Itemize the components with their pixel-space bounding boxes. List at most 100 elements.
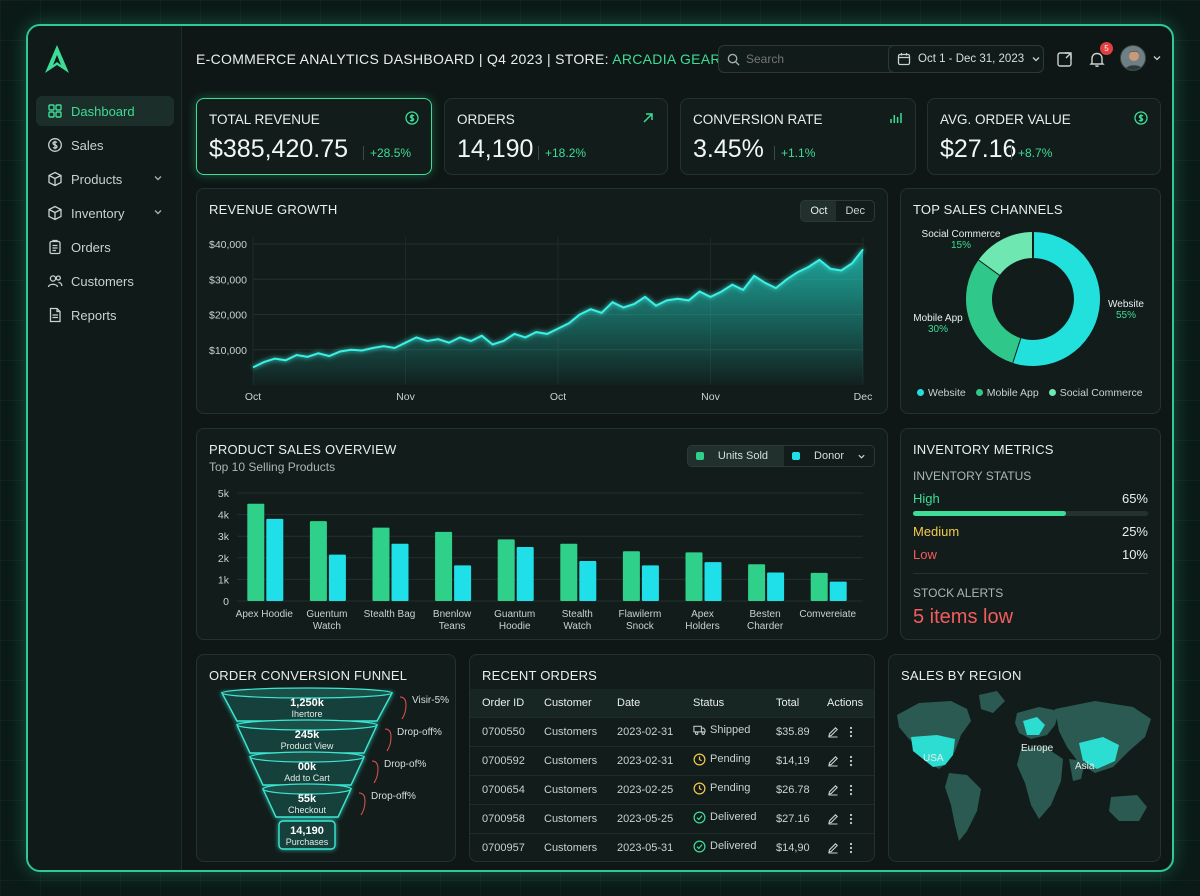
order-id: 0700958 (470, 803, 532, 833)
y-tick-label: 0 (223, 596, 229, 608)
document-icon (47, 307, 63, 323)
sidebar-item-orders[interactable]: Orders (36, 232, 174, 262)
avatar[interactable] (1120, 45, 1146, 71)
inventory-progress-fill (913, 511, 1066, 516)
kpi-total-revenue[interactable]: TOTAL REVENUE $385,420.75 +28.5% (196, 98, 432, 175)
more-vertical-icon[interactable] (849, 784, 853, 796)
region-asia (1079, 737, 1119, 769)
bar-chart-icon (890, 113, 902, 123)
more-vertical-icon[interactable] (849, 813, 853, 825)
order-funnel-card: ORDER CONVERSION FUNNEL 1,250k Ihertore Vi… (196, 654, 456, 862)
more-vertical-icon[interactable] (849, 842, 853, 854)
table-row[interactable]: 0700592 Customers 2023-02-31 Pending $14,19 (470, 745, 874, 775)
table-row[interactable]: 0700550 Customers 2023-02-31 Shipped $35.89 (470, 716, 874, 746)
donut-separator (1011, 337, 1022, 364)
x-tick-label: Stealth Bag (364, 609, 416, 620)
x-tick-label: Snock (626, 621, 655, 632)
period-toggle[interactable]: Oct Dec (800, 200, 875, 222)
more-vertical-icon[interactable] (849, 726, 853, 738)
truck-icon (693, 724, 710, 736)
region-india (1069, 759, 1085, 781)
chevron-down-icon (858, 454, 865, 459)
column-header[interactable]: Order ID (470, 689, 532, 717)
y-tick-label: $30,000 (209, 274, 247, 286)
share-icon[interactable] (1056, 50, 1074, 68)
bar-donor (767, 572, 785, 601)
funnel-value: 1,250k (290, 697, 325, 709)
divider (913, 573, 1148, 574)
order-actions (815, 803, 874, 833)
legend-units-sold[interactable]: Units Sold (687, 446, 785, 466)
search-input[interactable] (746, 52, 896, 66)
kpi-avg-order-value[interactable]: AVG. ORDER VALUE $27.16 +8.7% (927, 98, 1161, 175)
funnel-drop-label: Drop-off% (397, 727, 442, 738)
column-header[interactable]: Customer (532, 689, 605, 717)
dollar-icon (47, 137, 63, 153)
x-tick-label: Nov (701, 391, 720, 403)
sidebar-item-reports[interactable]: Reports (36, 300, 174, 330)
order-date: 2023-02-31 (605, 716, 681, 746)
check-circle-icon (693, 811, 710, 824)
order-total: $27.16 (764, 803, 815, 833)
edit-icon[interactable] (827, 842, 839, 854)
bar-donor (829, 581, 847, 601)
card-title: SALES BY REGION (901, 668, 1022, 683)
table-row[interactable]: 0700957 Customers 2023-05-31 Delivered $14,9… (470, 832, 874, 861)
date-range-value: Oct 1 - Dec 31, 2023 (918, 53, 1025, 65)
toggle-oct[interactable]: Oct (801, 201, 837, 221)
sidebar-item-label: Products (71, 171, 123, 187)
dashboard-window: Dashboard Sales Products Inventory Order… (26, 24, 1174, 872)
table-row[interactable]: 0700958 Customers 2023-05-25 Delivered $27.1… (470, 803, 874, 833)
chevron-down-icon[interactable] (1152, 53, 1162, 63)
column-header[interactable]: Date (605, 689, 681, 717)
stock-alerts-value: 5 items low (913, 606, 1014, 628)
x-tick-label: Apex (691, 609, 714, 620)
card-title: ORDER CONVERSION FUNNEL (209, 668, 408, 683)
order-total: $26.78 (764, 774, 815, 804)
clock-icon (693, 782, 710, 795)
date-range-picker[interactable]: Oct 1 - Dec 31, 2023 (888, 45, 1044, 73)
chevron-down-icon[interactable] (152, 172, 164, 184)
revenue-area (253, 249, 863, 385)
edit-icon[interactable] (827, 813, 839, 825)
sidebar-item-customers[interactable]: Customers (36, 266, 174, 296)
bell-icon[interactable] (1088, 50, 1106, 68)
funnel-drop-label: Drop-off% (371, 791, 416, 802)
search-box[interactable] (718, 45, 906, 73)
sidebar-nav: Dashboard Sales Products Inventory Order… (36, 96, 174, 334)
bar-donor (266, 518, 284, 601)
column-header[interactable]: Total (764, 689, 815, 717)
order-id: 0700550 (470, 716, 532, 746)
kpi-orders[interactable]: ORDERS 14,190 +18.2% (444, 98, 668, 175)
world-map: USA Europe Asia (897, 691, 1151, 841)
toggle-dec[interactable]: Dec (845, 205, 865, 217)
table-row[interactable]: 0700654 Customers 2023-02-25 Pending $26.78 (470, 774, 874, 804)
grid-icon (47, 103, 63, 119)
bar-units-sold (309, 521, 327, 601)
x-tick-label: Besten (750, 609, 781, 620)
x-tick-label: Guantum (494, 609, 535, 620)
kpi-conversion-rate[interactable]: CONVERSION RATE 3.45% +1.1% (680, 98, 916, 175)
sidebar-item-dashboard[interactable]: Dashboard (36, 96, 174, 126)
column-header[interactable]: Status (681, 689, 764, 717)
edit-icon[interactable] (827, 755, 839, 767)
x-tick-label: Charder (747, 621, 784, 632)
funnel-drop-label: Drop-of% (384, 759, 426, 770)
more-vertical-icon[interactable] (849, 755, 853, 767)
sidebar-item-products[interactable]: Products (36, 164, 174, 194)
top-bar: E-COMMERCE ANALYTICS DASHBOARD | Q4 2023… (182, 26, 1172, 90)
card-title: TOP SALES CHANNELS (913, 202, 1063, 217)
sidebar-item-inventory[interactable]: Inventory (36, 198, 174, 228)
legend-donor[interactable]: Donor (784, 446, 874, 466)
card-title: PRODUCT SALES OVERVIEW (209, 442, 397, 457)
order-id: 0700592 (470, 745, 532, 775)
funnel-stage-rim (221, 687, 393, 699)
edit-icon[interactable] (827, 784, 839, 796)
chevron-down-icon[interactable] (152, 206, 164, 218)
funnel-drop-bracket (384, 728, 392, 752)
edit-icon[interactable] (827, 726, 839, 738)
kpi-label: ORDERS (457, 112, 515, 127)
y-tick-label: 1k (218, 574, 230, 586)
product-legend-toggle[interactable]: Units Sold Donor (686, 445, 875, 467)
sidebar-item-sales[interactable]: Sales (36, 130, 174, 160)
